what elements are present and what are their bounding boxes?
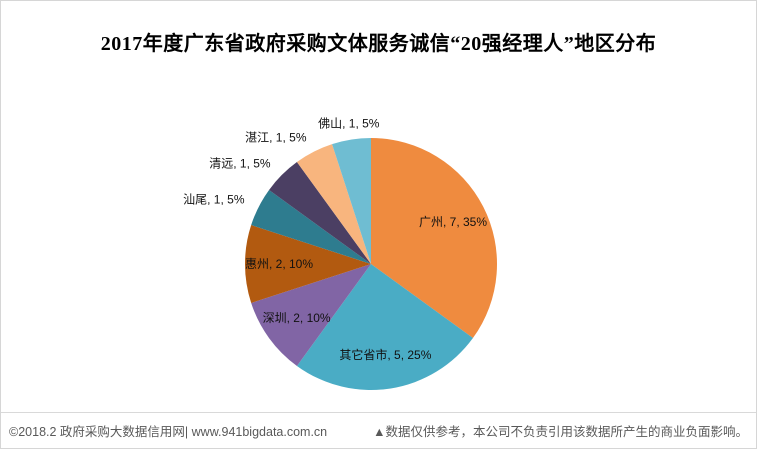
pie-label-7: 佛山, 1, 5% <box>318 117 380 131</box>
pie-slice-1 <box>296 264 473 391</box>
footer: ©2018.2 政府采购大数据信用网| www.941bigdata.com.c… <box>1 413 756 448</box>
footer-disclaimer: ▲数据仅供参考，本公司不负责引用该数据所产生的商业负面影响。 <box>373 425 748 439</box>
footer-divider <box>1 412 756 413</box>
pie-label-0: 广州, 7, 35% <box>419 215 487 229</box>
pie-slice-6 <box>296 144 371 264</box>
pie-label-1: 其它省市, 5, 25% <box>339 347 431 362</box>
pie-label-4: 汕尾, 1, 5% <box>183 193 245 207</box>
pie-slice-5 <box>269 162 371 264</box>
pie-slice-2 <box>251 264 371 366</box>
pie-slice-4 <box>251 189 371 264</box>
pie-slice-3 <box>245 225 371 303</box>
pie-slice-7 <box>332 138 371 264</box>
chart-title: 2017年度广东省政府采购文体服务诚信“20强经理人”地区分布 <box>100 33 657 55</box>
pie-label-3: 惠州, 2, 10% <box>245 257 313 271</box>
pie-label-5: 清远, 1, 5% <box>209 157 271 171</box>
pie-label-6: 湛江, 1, 5% <box>245 131 307 145</box>
pie-slice-0 <box>371 138 498 339</box>
footer-copyright: ©2018.2 政府采购大数据信用网| www.941bigdata.com.c… <box>9 425 328 439</box>
pie-label-2: 深圳, 2, 10% <box>263 311 331 325</box>
